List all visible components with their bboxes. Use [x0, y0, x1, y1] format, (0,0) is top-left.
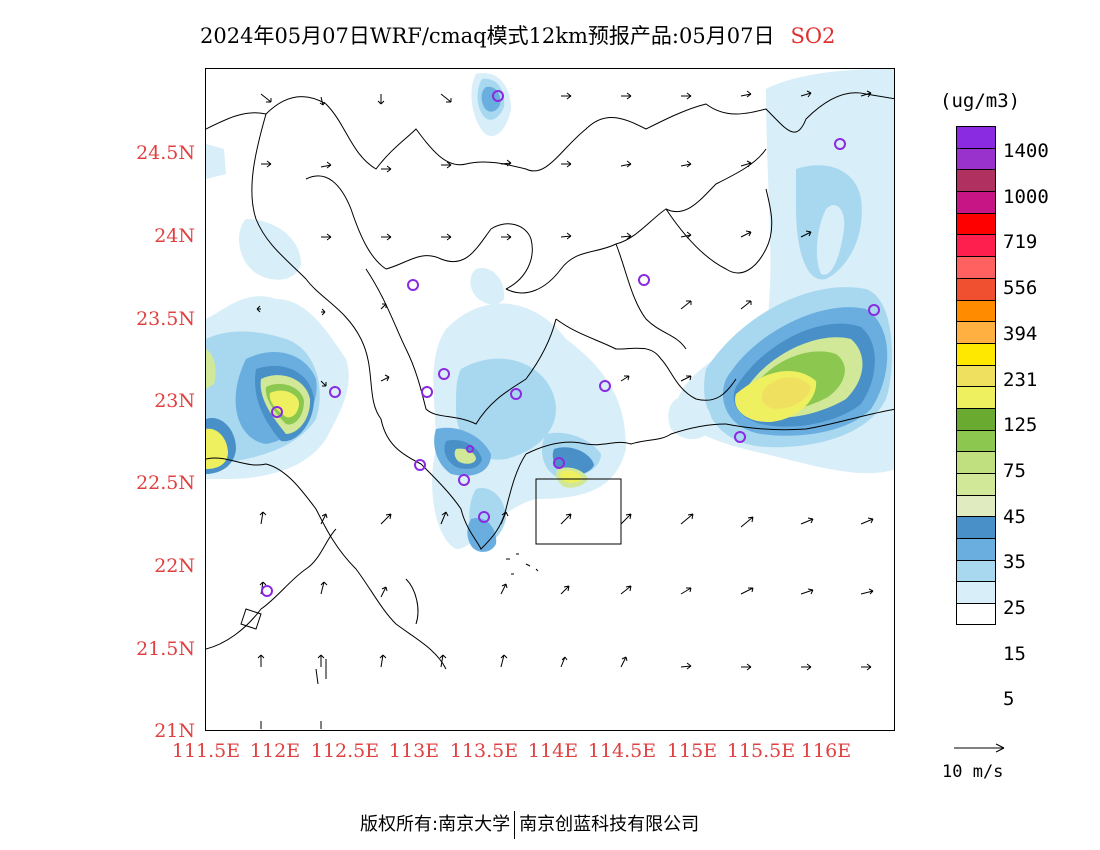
legend-unit: (ug/m3)	[940, 90, 1021, 112]
x-tick-label: 115E	[666, 740, 718, 762]
map-frame	[205, 68, 895, 731]
footer-divider	[514, 811, 516, 839]
legend-label: 5	[1003, 688, 1015, 711]
legend-swatch	[956, 516, 996, 539]
legend-swatch	[956, 559, 996, 582]
x-tick-label: 114.5E	[587, 740, 657, 762]
legend-swatch	[956, 256, 996, 278]
map-canvas	[206, 69, 894, 729]
legend-label: 35	[1003, 551, 1026, 574]
y-tick-label: 21.5N	[136, 638, 195, 660]
x-tick-label: 115.5E	[726, 740, 796, 762]
x-tick-label: 114E	[527, 740, 579, 762]
legend-swatch	[956, 538, 996, 560]
legend-swatch	[956, 147, 996, 170]
y-tick-label: 23N	[154, 390, 195, 412]
title-species: SO2	[790, 24, 836, 48]
legend-label: 1000	[1003, 185, 1049, 208]
legend-swatch	[956, 407, 996, 430]
legend-swatch	[956, 364, 996, 387]
wind-arrows	[256, 90, 874, 729]
wind-reference-arrow	[954, 743, 1005, 753]
legend-label: 1400	[1003, 140, 1049, 162]
x-tick-label: 113E	[388, 740, 440, 762]
x-tick-label: 112.5E	[310, 740, 380, 762]
y-tick-label: 24.5N	[136, 142, 195, 164]
legend-swatch	[956, 321, 996, 343]
x-tick-label: 113.5E	[449, 740, 519, 762]
legend-swatch	[956, 473, 996, 495]
footer-right: 南京创蓝科技有限公司	[519, 814, 700, 835]
legend-label: 719	[1003, 231, 1038, 254]
x-tick-label: 111.5E	[171, 740, 241, 762]
legend-label: 15	[1003, 642, 1026, 665]
x-tick-label: 112E	[249, 740, 301, 762]
legend-label: 231	[1003, 368, 1038, 391]
y-tick-label: 21N	[154, 720, 195, 742]
legend-swatch	[956, 494, 996, 517]
x-tick-label: 116E	[800, 740, 852, 762]
legend-swatch	[956, 234, 996, 257]
legend-swatch	[956, 169, 996, 192]
legend-swatch	[956, 277, 996, 300]
concentration-shading	[206, 69, 894, 552]
y-tick-label: 22N	[154, 555, 195, 577]
map-title: 2024年05月07日WRF/cmaq模式12km预报产品:05月07日 SO2	[200, 20, 835, 50]
legend-swatch	[956, 429, 996, 452]
legend-swatch	[956, 386, 996, 408]
legend-swatch	[956, 212, 996, 235]
title-main: 2024年05月07日WRF/cmaq模式12km预报产品:05月07日	[200, 24, 775, 48]
y-tick-label: 23.5N	[136, 308, 195, 330]
legend-label: 75	[1003, 459, 1026, 482]
boundaries	[206, 92, 894, 685]
legend-label: 45	[1003, 505, 1026, 528]
legend-label: 125	[1003, 414, 1038, 437]
y-tick-label: 22.5N	[136, 472, 195, 494]
legend-label: 556	[1003, 277, 1038, 300]
legend-swatch	[956, 581, 996, 604]
legend-label: 25	[1003, 597, 1026, 619]
legend-swatch	[956, 126, 996, 148]
legend-swatch	[956, 299, 996, 322]
copyright-footer: 版权所有:南京大学 南京创蓝科技有限公司	[360, 810, 699, 839]
footer-left: 版权所有:南京大学	[360, 814, 511, 835]
y-tick-label: 24N	[154, 225, 195, 247]
station-markers	[261, 90, 880, 597]
legend-swatch	[956, 451, 996, 473]
legend-swatch	[956, 342, 996, 365]
legend-swatch	[956, 191, 996, 213]
color-legend	[956, 126, 998, 625]
wind-reference-label: 10 m/s	[942, 762, 1004, 782]
legend-swatch	[956, 603, 996, 625]
legend-label: 394	[1003, 322, 1038, 345]
